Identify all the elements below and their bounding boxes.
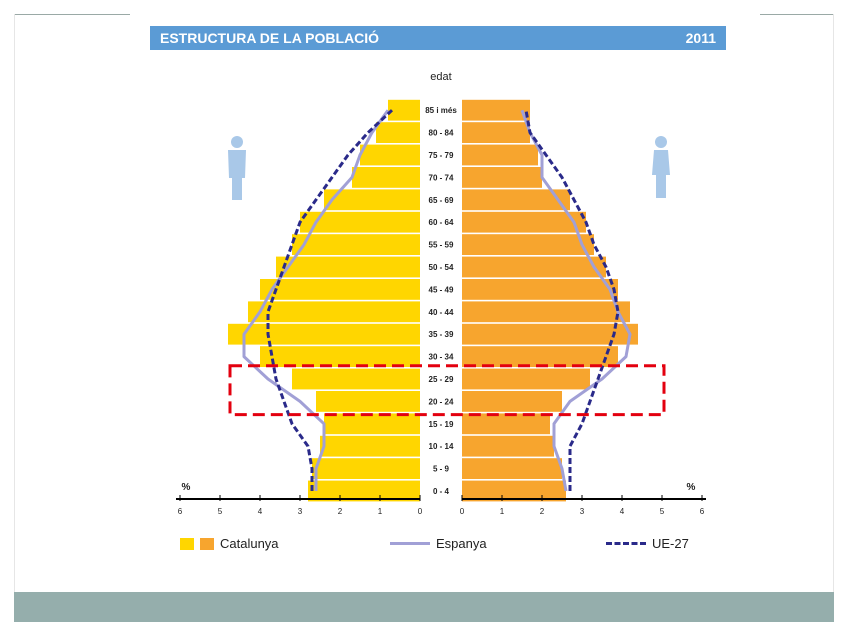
bar-catalunya-women-15-19 [462,413,550,435]
bar-catalunya-women-75-79 [462,144,538,166]
legend-label-ue27: UE-27 [652,536,689,551]
bar-catalunya-women-0-4 [462,480,566,502]
bar-catalunya-women-50-54 [462,256,606,278]
age-label: 70 - 74 [429,173,454,182]
slide-frame-right [833,14,834,592]
age-label: 50 - 54 [429,263,454,272]
bar-catalunya-women-30-34 [462,346,618,367]
bar-catalunya-men-80-84 [376,122,420,143]
bar-catalunya-women-55-59 [462,234,594,255]
bar-catalunya-women-45-49 [462,279,618,300]
bar-catalunya-women-25-29 [462,368,590,390]
age-label: 0 - 4 [433,487,450,496]
slide-frame-left [14,14,15,592]
legend-label-espanya: Espanya [436,536,487,551]
age-label: 80 - 84 [429,129,454,138]
legend-swatch-women [200,537,214,550]
x-tick-label-left: 6 [178,507,183,516]
legend-line-espanya [390,542,430,545]
x-tick-label-left: 0 [418,507,423,516]
bar-catalunya-men-75-79 [360,144,420,166]
x-tick-label-left: 1 [378,507,383,516]
bar-catalunya-men-15-19 [324,413,420,435]
legend-item-ue27: UE-27 [606,536,689,551]
x-tick-label-right: 1 [500,507,505,516]
bar-catalunya-men-35-39 [228,323,420,345]
legend-item-catalunya: Catalunya [180,536,279,551]
x-tick-label-right: 6 [700,507,705,516]
top-rule-left [14,14,130,15]
bar-catalunya-women-60-64 [462,211,586,233]
bar-catalunya-women-40-44 [462,301,630,323]
line-ue27-women [524,109,620,491]
bar-catalunya-women-10-14 [462,435,554,457]
bar-catalunya-men-25-29 [292,368,420,390]
top-rule-right [760,14,834,15]
male-silhouette-icon [228,136,246,200]
age-label: 15 - 19 [429,420,454,429]
bar-catalunya-men-60-64 [300,211,420,233]
x-unit-left: % [182,482,191,493]
age-label: 75 - 79 [429,151,454,160]
bar-catalunya-men-0-4 [308,480,420,502]
x-tick-label-right: 5 [660,507,665,516]
line-ue27-men [266,109,394,491]
bar-catalunya-men-45-49 [260,279,420,300]
age-label: 40 - 44 [429,308,454,317]
bar-catalunya-men-20-24 [316,391,420,412]
chart-header: ESTRUCTURA DE LA POBLACIÓ 2011 [150,26,726,50]
bar-catalunya-men-70-74 [352,167,420,188]
bar-catalunya-women-20-24 [462,391,562,412]
age-label: 65 - 69 [429,196,454,205]
bar-catalunya-women-80-84 [462,122,530,143]
x-tick-label-left: 4 [258,507,263,516]
bar-catalunya-men-50-54 [276,256,420,278]
highlight-box [228,364,666,417]
x-tick-label-right: 0 [460,507,465,516]
bar-catalunya-men-10-14 [320,435,420,457]
x-tick-label-left: 3 [298,507,303,516]
line-espanya-men [242,109,390,491]
bar-catalunya-men-40-44 [248,301,420,323]
x-tick-label-right: 2 [540,507,545,516]
legend-swatch-men [180,537,194,550]
age-label: 45 - 49 [429,285,454,294]
chart-title: ESTRUCTURA DE LA POBLACIÓ [160,30,380,46]
bar-catalunya-men-5-9 [312,458,420,479]
bar-catalunya-women-5-9 [462,458,562,479]
line-espanya-women [520,109,632,492]
x-tick-label-left: 5 [218,507,223,516]
legend-line-ue27 [606,542,646,545]
age-label: 5 - 9 [433,465,450,474]
legend-label-catalunya: Catalunya [220,536,279,551]
age-label: 85 i més [425,106,457,115]
bar-catalunya-men-30-34 [260,346,420,367]
bar-catalunya-men-85imés [388,99,420,121]
x-tick-label-right: 4 [620,507,625,516]
age-label: 30 - 34 [429,353,454,362]
x-tick-label-right: 3 [580,507,585,516]
age-label: 35 - 39 [429,330,454,339]
female-silhouette-icon [652,136,670,198]
legend-item-espanya: Espanya [390,536,487,551]
bar-catalunya-women-35-39 [462,323,638,345]
age-label: 20 - 24 [429,397,454,406]
y-axis-title: edat [430,71,451,83]
chart-year: 2011 [685,30,716,46]
bar-catalunya-women-65-69 [462,189,570,211]
x-tick-label-left: 2 [338,507,343,516]
age-label: 25 - 29 [429,375,454,384]
bar-catalunya-women-85imés [462,99,530,121]
age-label: 60 - 64 [429,218,454,227]
age-label: 10 - 14 [429,442,454,451]
x-unit-right: % [687,482,696,493]
bar-catalunya-men-55-59 [292,234,420,255]
bar-catalunya-women-70-74 [462,167,542,188]
slide-footer-band [14,592,834,622]
age-label: 55 - 59 [429,241,454,250]
bar-catalunya-men-65-69 [324,189,420,211]
